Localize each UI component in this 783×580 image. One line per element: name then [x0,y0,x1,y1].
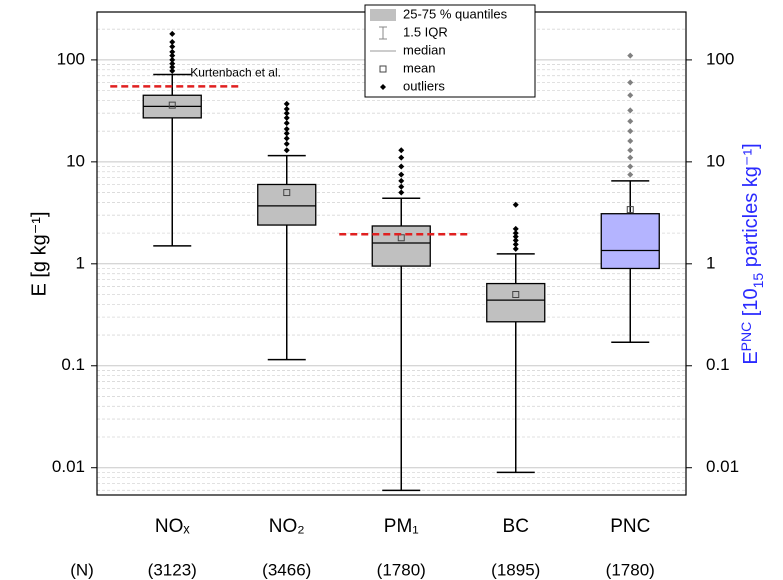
outlier [627,52,634,59]
outlier [169,43,176,50]
y2-label-part: PNC [738,322,754,352]
outlier [283,130,290,137]
outlier [398,154,405,161]
n-label: (1780) [606,560,655,579]
legend-label: median [403,42,446,57]
y2-label-part: E [740,351,762,364]
outlier [627,147,634,154]
outlier [512,225,519,232]
y2-tick-label: 100 [706,49,734,68]
outlier [283,110,290,117]
outlier [398,163,405,170]
y2-label-part: [10 [740,288,762,321]
legend-label: 25-75 % quantiles [403,6,508,21]
y2-tick-label: 0.01 [706,457,739,476]
x-tick-label: NOₓ [155,516,191,537]
mean [512,290,520,298]
outlier [627,92,634,99]
y-tick-label: 100 [57,49,85,68]
n-header: (N) [70,560,94,579]
outlier [169,60,176,67]
x-tick-label: NO₂ [269,516,305,537]
legend-swatch [380,84,386,90]
legend-swatch [370,9,396,21]
x-tick-label: PNC [610,516,650,537]
outlier [283,126,290,133]
outlier [512,237,519,244]
y2-tick-label: 0.1 [706,355,730,374]
y2-tick-label: 10 [706,151,725,170]
legend-label: outliers [403,78,445,93]
legend-label: 1.5 IQR [403,24,448,39]
y-tick-label: 0.01 [52,457,85,476]
outlier [398,189,405,196]
legend-label: mean [403,60,436,75]
n-label: (1780) [377,560,426,579]
y2-label-part: 15 [750,273,766,289]
reference-label: Kurtenbach et al. [190,66,281,80]
outlier [398,171,405,178]
outlier [169,38,176,45]
outlier [627,107,634,114]
n-label: (3123) [148,560,197,579]
x-tick-label: BC [503,516,529,537]
y2-axis-label: EPNC [1015 particles kg⁻¹] [738,143,766,364]
box [486,282,546,323]
y2-tick-label: 1 [706,253,715,272]
x-tick-label: PM₁ [384,516,419,537]
outlier [283,100,290,107]
legend-swatch [379,65,387,73]
outlier [512,245,519,252]
outlier [283,147,290,154]
outlier [169,48,176,55]
outlier [627,163,634,170]
outlier [169,64,176,71]
outlier [169,67,176,74]
outlier [627,154,634,161]
outlier [283,135,290,142]
outlier [627,171,634,178]
outlier [512,230,519,237]
box [257,183,317,226]
outlier [283,105,290,112]
outlier [398,177,405,184]
box [600,213,660,270]
outlier [283,140,290,147]
outlier [627,118,634,125]
y-tick-label: 10 [66,151,85,170]
outlier [169,56,176,63]
y-axis-label: E [g kg⁻¹] [28,211,50,296]
n-label: (3466) [262,560,311,579]
y-tick-label: 0.1 [61,355,85,374]
outlier [512,241,519,248]
outlier [398,147,405,154]
box [371,225,431,267]
outlier [283,114,290,121]
mean [168,101,176,109]
y-tick-label: 1 [76,253,85,272]
outlier [512,233,519,240]
outlier [512,201,519,208]
outlier [169,52,176,59]
outlier [398,183,405,190]
outlier [169,30,176,37]
outlier [627,79,634,86]
n-label: (1895) [491,560,540,579]
mean [283,189,291,197]
outlier [283,120,290,127]
outlier [627,128,634,135]
mean [626,206,634,214]
outlier [627,138,634,145]
y2-label-part: particles kg⁻¹] [740,143,762,272]
